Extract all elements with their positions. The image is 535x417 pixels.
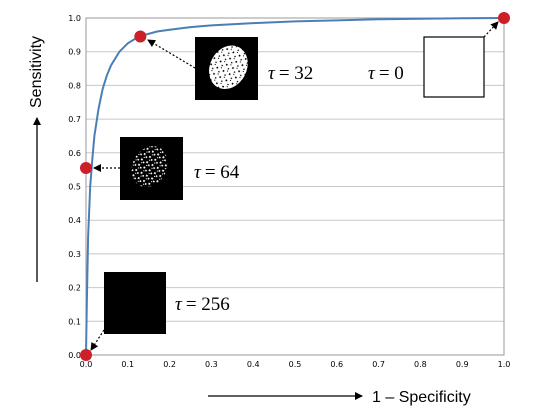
threshold-annotation: τ = 64 xyxy=(93,137,240,200)
thumbnail-blank xyxy=(423,36,485,98)
x-tick-label: 0.3 xyxy=(205,360,218,369)
threshold-point xyxy=(498,12,510,24)
thumbnail-blob xyxy=(131,146,168,188)
threshold-annotation: τ = 0 xyxy=(368,21,499,98)
tau-label: τ = 64 xyxy=(194,162,240,183)
x-tick-label: 0.6 xyxy=(330,360,343,369)
y-tick-label: 0.5 xyxy=(68,183,81,192)
tau-label: τ = 0 xyxy=(368,63,404,84)
tau-value: = 0 xyxy=(379,63,404,84)
y-tick-label: 0.1 xyxy=(68,317,81,326)
threshold-annotation: τ = 256 xyxy=(90,272,230,351)
x-tick-labels: 0.0 0.1 0.2 0.3 0.4 0.5 0.6 0.7 0.8 0.9 1.0 xyxy=(80,360,511,369)
tau-value: = 64 xyxy=(205,162,240,183)
y-tick-label: 0.0 xyxy=(68,351,81,360)
annotation-arrow xyxy=(147,39,196,69)
x-tick-label: 0.9 xyxy=(456,360,469,369)
y-tick-label: 0.7 xyxy=(68,115,81,124)
y-tick-labels: 0.0 0.1 0.2 0.3 0.4 0.5 0.6 0.7 0.8 0.9 1.0 xyxy=(68,14,81,360)
x-tick-label: 0.7 xyxy=(372,360,385,369)
tau-symbol: τ xyxy=(175,294,183,315)
y-tick-label: 0.8 xyxy=(68,81,81,90)
thumbnail-background xyxy=(104,272,166,334)
x-tick-label: 0.5 xyxy=(289,360,302,369)
annotation-arrow xyxy=(483,21,499,38)
y-axis-title: Sensitivity xyxy=(28,36,45,282)
x-tick-label: 0.2 xyxy=(163,360,176,369)
y-tick-label: 1.0 xyxy=(68,14,81,23)
y-tick-label: 0.9 xyxy=(68,48,81,57)
x-tick-label: 1.0 xyxy=(498,360,511,369)
y-axis-label: Sensitivity xyxy=(28,36,45,108)
x-tick-label: 0.0 xyxy=(80,360,93,369)
annotation-arrow xyxy=(90,329,105,351)
tau-label: τ = 32 xyxy=(268,63,313,84)
tau-symbol: τ xyxy=(268,63,276,84)
y-tick-label: 0.2 xyxy=(68,284,81,293)
x-axis-title: 1 – Specificity xyxy=(208,389,471,406)
threshold-point xyxy=(80,161,92,174)
y-tick-label: 0.6 xyxy=(68,149,81,158)
threshold-markers xyxy=(80,12,510,361)
thumbnail-blob xyxy=(209,45,248,90)
plot-area xyxy=(85,17,505,356)
threshold-point xyxy=(80,349,92,361)
tau-value: = 256 xyxy=(186,294,230,315)
tau-value: = 32 xyxy=(279,63,313,84)
threshold-annotation: τ = 32 xyxy=(147,37,313,100)
y-tick-label: 0.3 xyxy=(68,250,81,259)
x-tick-label: 0.4 xyxy=(247,360,260,369)
y-tick-label: 0.4 xyxy=(68,216,81,225)
x-tick-label: 0.1 xyxy=(121,360,134,369)
x-tick-label: 0.8 xyxy=(414,360,427,369)
x-axis-label: 1 – Specificity xyxy=(372,389,471,406)
tau-symbol: τ xyxy=(194,162,202,183)
tau-symbol: τ xyxy=(368,63,376,84)
tau-label: τ = 256 xyxy=(175,294,230,315)
threshold-point xyxy=(134,30,147,43)
